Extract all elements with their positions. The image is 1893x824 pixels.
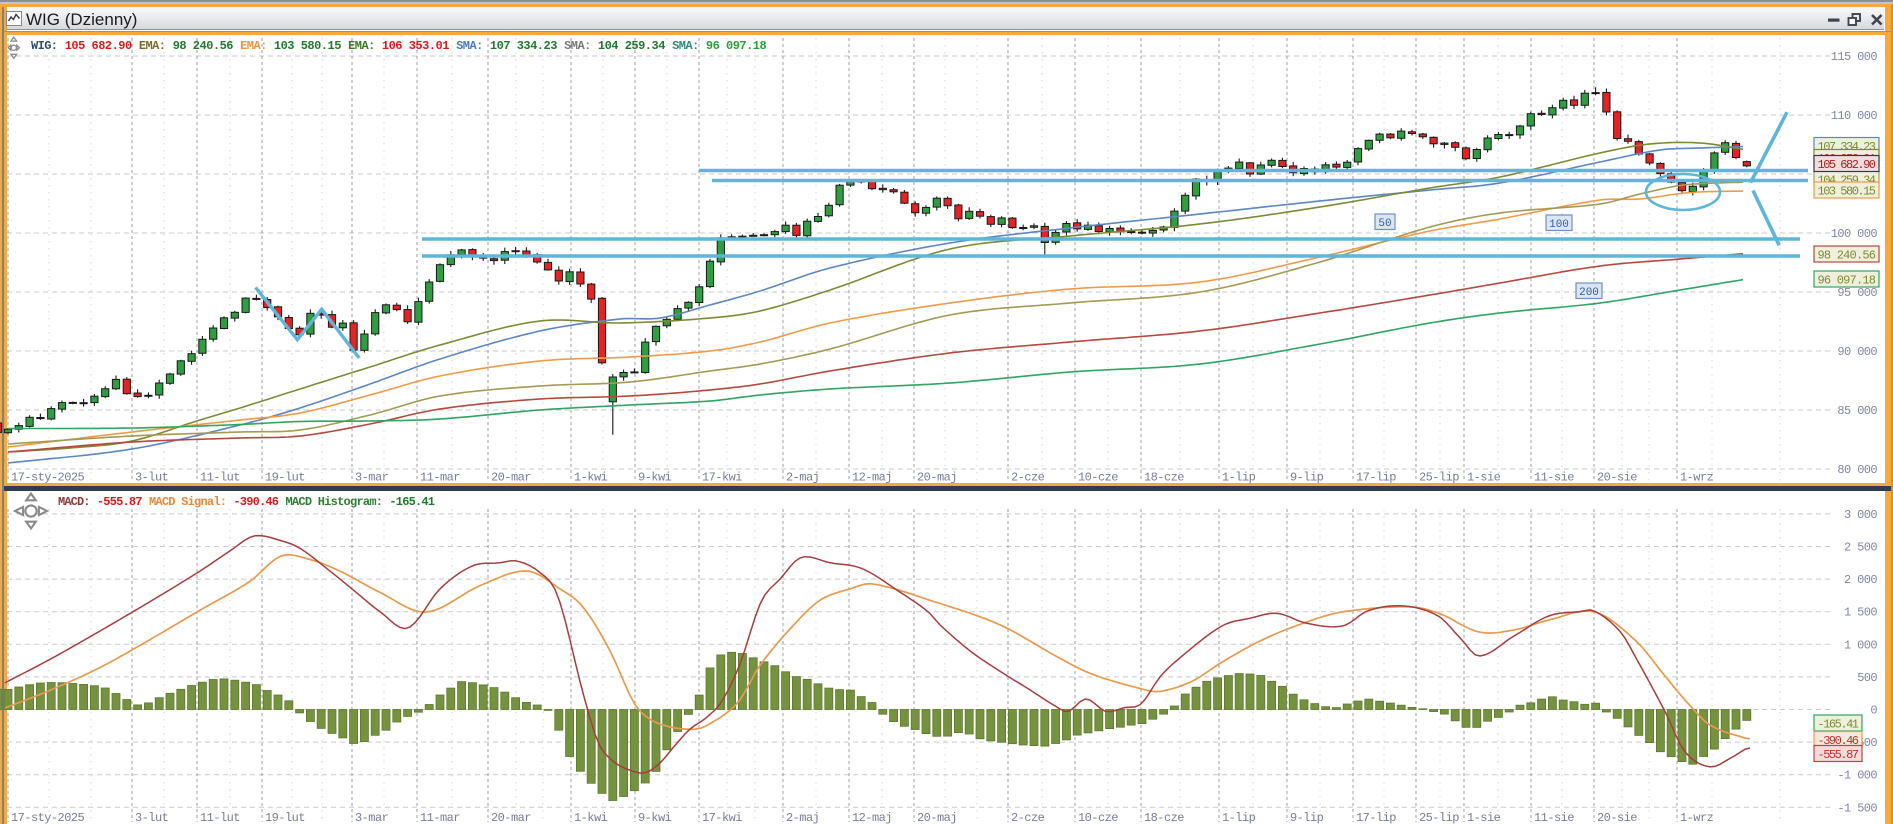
svg-text:17-kwi: 17-kwi (702, 471, 742, 485)
svg-text:9-kwi: 9-kwi (638, 811, 672, 824)
svg-text:3-lut: 3-lut (135, 811, 168, 824)
svg-text:17-sty-2025: 17-sty-2025 (11, 811, 85, 824)
svg-text:1-wrz: 1-wrz (1680, 811, 1714, 824)
svg-text:25-lip: 25-lip (1419, 811, 1459, 824)
svg-text:19-lut: 19-lut (265, 811, 305, 824)
svg-text:1 500: 1 500 (1844, 606, 1877, 620)
svg-text:103 580.15: 103 580.15 (267, 39, 341, 53)
svg-text:20-mar: 20-mar (491, 471, 531, 485)
svg-text:104 259.34: 104 259.34 (591, 39, 665, 53)
svg-text:11-mar: 11-mar (420, 811, 460, 824)
svg-text:17-kwi: 17-kwi (702, 811, 742, 824)
svg-text:2 500: 2 500 (1844, 541, 1877, 555)
svg-text:1-sie: 1-sie (1467, 811, 1501, 824)
svg-text:2-maj: 2-maj (786, 811, 819, 824)
svg-text:11-lut: 11-lut (200, 471, 240, 485)
svg-text:-1 000: -1 000 (1837, 769, 1877, 783)
svg-text:17-sty-2025: 17-sty-2025 (11, 471, 85, 485)
svg-text:19-lut: 19-lut (265, 471, 305, 485)
svg-text:11-mar: 11-mar (420, 471, 460, 485)
svg-text:1-lip: 1-lip (1222, 811, 1256, 824)
svg-text:18-cze: 18-cze (1144, 811, 1184, 824)
svg-text:-165.41: -165.41 (383, 495, 435, 509)
svg-text:1-lip: 1-lip (1222, 471, 1256, 485)
svg-text:12-maj: 12-maj (852, 471, 892, 485)
svg-text:EMA:: EMA: (234, 39, 268, 53)
svg-text:20-sie: 20-sie (1597, 811, 1637, 824)
svg-text:115 000: 115 000 (1831, 50, 1878, 64)
svg-text:11-sie: 11-sie (1534, 471, 1574, 485)
svg-text:1-sie: 1-sie (1467, 471, 1501, 485)
svg-text:EMA:: EMA: (342, 39, 376, 53)
svg-text:20-maj: 20-maj (917, 471, 957, 485)
svg-text:110 000: 110 000 (1831, 109, 1878, 123)
svg-text:107 334.23: 107 334.23 (483, 39, 557, 53)
svg-text:98 240.56: 98 240.56 (1818, 249, 1876, 263)
svg-text:3-mar: 3-mar (355, 811, 389, 824)
svg-text:105 682.90: 105 682.90 (1818, 158, 1876, 172)
svg-text:500: 500 (1857, 671, 1877, 685)
svg-text:SMA:: SMA: (558, 39, 592, 53)
svg-text:1-wrz: 1-wrz (1680, 471, 1714, 485)
svg-text:96 097.18: 96 097.18 (699, 39, 767, 53)
svg-text:MACD Signal:: MACD Signal: (143, 495, 228, 509)
svg-text:80 000: 80 000 (1837, 463, 1877, 477)
svg-text:100: 100 (1549, 219, 1569, 231)
svg-text:98 240.56: 98 240.56 (166, 39, 234, 53)
svg-text:1-kwi: 1-kwi (574, 471, 608, 485)
svg-text:SMA:: SMA: (666, 39, 700, 53)
svg-text:103 580.15: 103 580.15 (1818, 185, 1876, 199)
svg-text:106 353.01: 106 353.01 (375, 39, 449, 53)
svg-text:2-cze: 2-cze (1011, 471, 1045, 485)
svg-text:11-lut: 11-lut (200, 811, 240, 824)
svg-text:SMA:: SMA: (450, 39, 484, 53)
svg-text:50: 50 (1378, 218, 1391, 230)
svg-text:85 000: 85 000 (1837, 404, 1877, 418)
svg-text:MACD:: MACD: (58, 495, 91, 509)
svg-text:9-lip: 9-lip (1290, 811, 1324, 824)
svg-text:MACD Histogram:: MACD Histogram: (279, 495, 383, 509)
svg-text:WIG:: WIG: (31, 39, 58, 53)
svg-text:3-mar: 3-mar (355, 471, 389, 485)
svg-text:1 000: 1 000 (1844, 638, 1877, 652)
svg-text:25-lip: 25-lip (1419, 471, 1459, 485)
svg-text:17-lip: 17-lip (1356, 471, 1396, 485)
svg-text:11-sie: 11-sie (1534, 811, 1574, 824)
svg-text:-555.87: -555.87 (1818, 748, 1859, 762)
svg-text:105 682.90: 105 682.90 (58, 39, 132, 53)
svg-text:2-cze: 2-cze (1011, 811, 1045, 824)
svg-text:17-lip: 17-lip (1356, 811, 1396, 824)
svg-text:3-lut: 3-lut (135, 471, 168, 485)
svg-text:-390.46: -390.46 (1818, 734, 1859, 748)
svg-text:-390.46: -390.46 (227, 495, 279, 509)
svg-text:-555.87: -555.87 (91, 495, 143, 509)
svg-text:100 000: 100 000 (1831, 227, 1878, 241)
svg-text:9-lip: 9-lip (1290, 471, 1324, 485)
svg-text:-1 500: -1 500 (1837, 801, 1877, 815)
svg-text:20-mar: 20-mar (491, 811, 531, 824)
svg-text:200: 200 (1579, 287, 1599, 299)
svg-text:2-maj: 2-maj (786, 471, 819, 485)
svg-text:3 000: 3 000 (1844, 508, 1877, 522)
svg-text:20-maj: 20-maj (917, 811, 957, 824)
svg-text:10-cze: 10-cze (1078, 811, 1118, 824)
svg-text:2 000: 2 000 (1844, 573, 1877, 587)
svg-text:10-cze: 10-cze (1078, 471, 1118, 485)
svg-text:96 097.18: 96 097.18 (1818, 274, 1876, 288)
svg-text:18-cze: 18-cze (1144, 471, 1184, 485)
svg-text:9-kwi: 9-kwi (638, 471, 672, 485)
svg-text:-165.41: -165.41 (1818, 718, 1859, 732)
svg-text:1-kwi: 1-kwi (574, 811, 608, 824)
svg-text:20-sie: 20-sie (1597, 471, 1637, 485)
svg-text:EMA:: EMA: (132, 39, 166, 53)
svg-text:0: 0 (1870, 704, 1877, 718)
svg-text:12-maj: 12-maj (852, 811, 892, 824)
svg-text:95 000: 95 000 (1837, 286, 1877, 300)
svg-text:90 000: 90 000 (1837, 345, 1877, 359)
